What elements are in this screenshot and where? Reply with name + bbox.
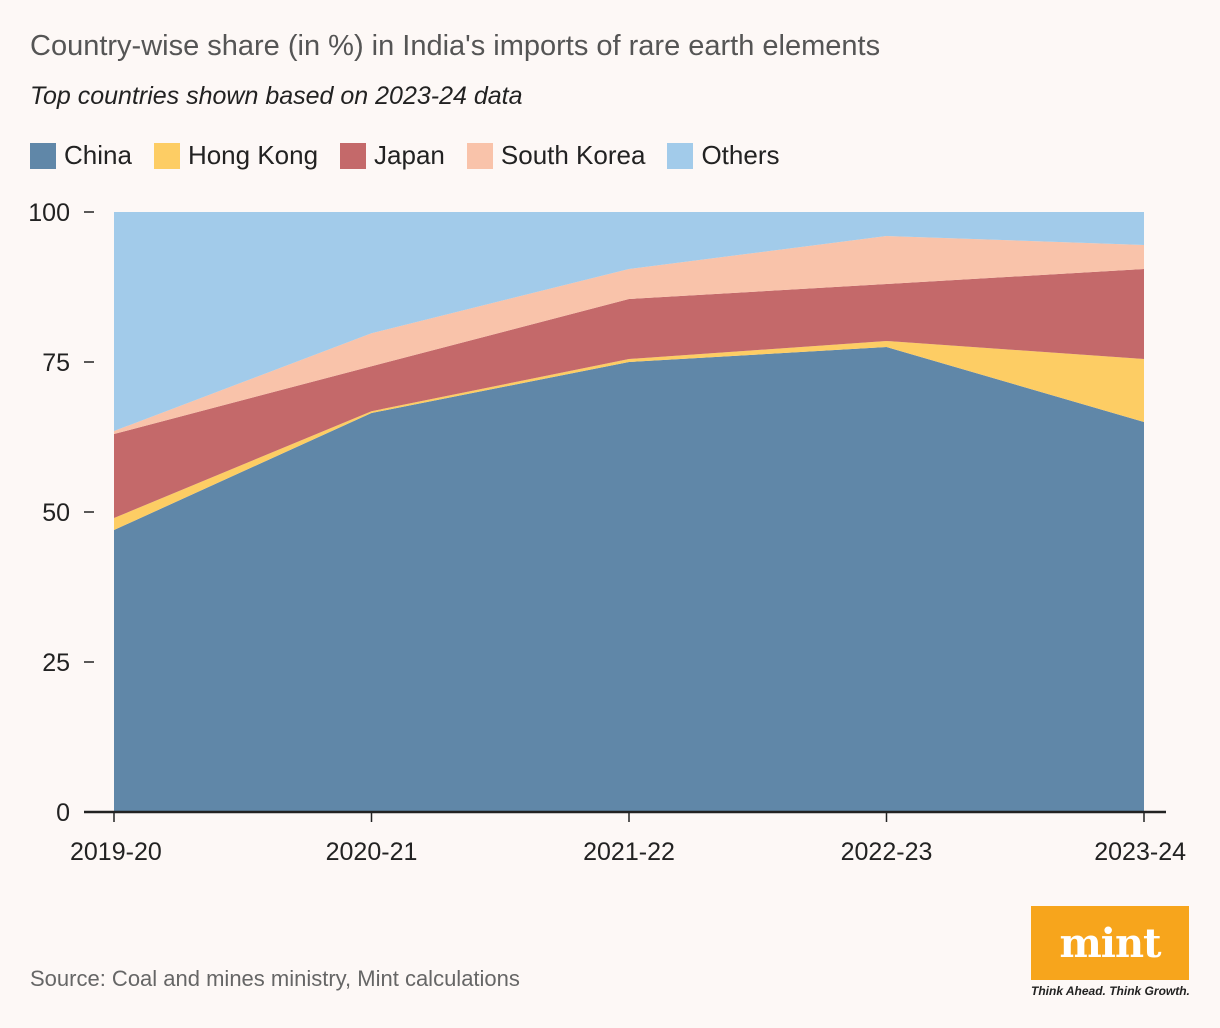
legend-label-china: China bbox=[64, 140, 132, 170]
legend-item-japan: Japan bbox=[340, 140, 445, 171]
mint-logo: mint bbox=[1031, 906, 1189, 980]
mint-logo-text: mint bbox=[1059, 919, 1161, 967]
area-china bbox=[114, 347, 1144, 812]
mint-tagline: Think Ahead. Think Growth. bbox=[1031, 984, 1190, 998]
chart-subtitle: Top countries shown based on 2023-24 dat… bbox=[30, 82, 523, 110]
legend: China Hong Kong Japan South Korea Others bbox=[30, 140, 801, 171]
legend-label-japan: Japan bbox=[374, 140, 445, 170]
area-japan bbox=[114, 269, 1144, 518]
x-tick-label-2023-24: 2023-24 bbox=[1094, 838, 1186, 866]
legend-swatch-china bbox=[30, 142, 56, 169]
legend-label-hong-kong: Hong Kong bbox=[187, 140, 319, 170]
stacked-area-chart: 0 25 50 75 100 2019-20 2020-21 2021-22 2022-23 20… bbox=[28, 199, 1186, 866]
legend-swatch-japan bbox=[340, 142, 367, 169]
source-note: Source: Coal and mines ministry, Mint ca… bbox=[30, 966, 520, 991]
y-tick-label-25: 25 bbox=[42, 649, 70, 677]
area-south-korea bbox=[114, 236, 1144, 434]
area-others bbox=[114, 212, 1144, 431]
legend-swatch-others bbox=[667, 142, 694, 169]
legend-item-hong-kong: Hong Kong bbox=[153, 140, 319, 171]
legend-swatch-hong-kong bbox=[153, 142, 180, 169]
x-tick-label-2022-23: 2022-23 bbox=[841, 838, 933, 866]
y-tick-label-50: 50 bbox=[42, 499, 70, 527]
x-tick-label-2020-21: 2020-21 bbox=[326, 838, 418, 866]
legend-item-others: Others bbox=[667, 140, 779, 171]
legend-label-others: Others bbox=[701, 140, 780, 170]
x-tick-label-2021-22: 2021-22 bbox=[583, 838, 675, 866]
legend-label-south-korea: South Korea bbox=[500, 140, 646, 170]
y-tick-label-75: 75 bbox=[42, 349, 70, 377]
area-hong-kong bbox=[114, 341, 1144, 530]
x-tick-label-2019-20: 2019-20 bbox=[70, 838, 162, 866]
y-tick-label-100: 100 bbox=[28, 199, 70, 227]
legend-swatch-south-korea bbox=[466, 142, 493, 169]
y-tick-label-0: 0 bbox=[56, 799, 70, 827]
legend-item-south-korea: South Korea bbox=[466, 140, 646, 171]
legend-item-china: China bbox=[30, 140, 132, 171]
chart-title: Country-wise share (in %) in India's imp… bbox=[30, 30, 881, 62]
